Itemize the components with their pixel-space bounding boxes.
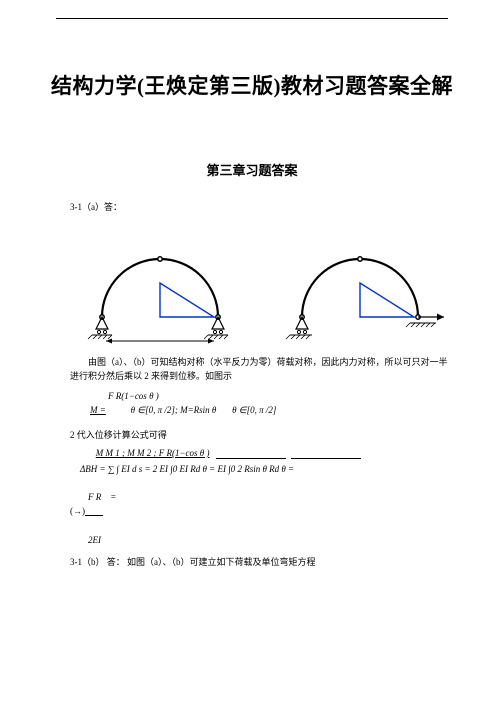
paragraph-explain-1: 由图（a）、（b）可知结构对称（水平反力为零）荷载对称，因此内力对称，所以可只对…	[70, 355, 448, 384]
eq3-row3: 2EI	[70, 533, 116, 547]
hatch-r	[204, 335, 228, 339]
eq1-line1-text: F R(1−cos θ )	[108, 391, 159, 401]
roller2-l2	[303, 330, 306, 333]
problem-3-1b-label: 3-1（b） 答： 如图（a）、（b）可建立如下荷载及单位弯矩方程	[70, 555, 448, 568]
problem-3-1a-label: 3-1（a）答：	[70, 200, 122, 213]
eq2-blank2	[291, 449, 361, 459]
eq3-denom: 2EI	[88, 535, 101, 545]
right-arrow-icon: (→)	[70, 506, 85, 516]
right-arch-triangle	[360, 283, 414, 317]
dim-arrow-l	[106, 339, 112, 344]
chapter-title: 第三章习题答案	[0, 160, 504, 179]
eq3-fr: F R	[88, 492, 101, 502]
eq2-row2: ΔBH = ∑ ∫ EI d s = 2 EI ∫0 EI Rd θ = EI …	[80, 461, 448, 477]
document-title: 结构力学(王焕定第三版)教材习题答案全解	[0, 70, 504, 100]
substitute-step: 2 代入位移计算公式可得	[70, 428, 167, 441]
dim-arrow-r	[208, 339, 214, 344]
eq1-line2: M = θ ∈[0, π /2]; M=Rsin θ θ ∈[0, π /2]	[90, 404, 444, 418]
roller2-l1	[297, 330, 300, 333]
left-arch-crown-pin	[158, 257, 162, 261]
hatch-l	[88, 335, 112, 339]
equation-block-1: F R(1−cos θ ) M = θ ∈[0, π /2]; M=Rsin θ…	[90, 390, 444, 417]
eq1-right: θ ∈[0, π /2]	[232, 405, 276, 415]
force-arrow-head	[437, 314, 444, 321]
equation-block-3: F R = (→) 2EI	[70, 490, 116, 548]
roller-r1	[213, 330, 216, 333]
eq3-row-gap	[70, 519, 116, 533]
arch-figures	[60, 225, 450, 345]
eq2-row1: M M 1 ; M M 2 ; F R(1−cos θ )	[80, 445, 448, 461]
eq3-row1: F R =	[70, 490, 116, 504]
paragraph-explain-1-text: 由图（a）、（b）可知结构对称（水平反力为零）荷载对称，因此内力对称，所以可只对…	[70, 355, 448, 384]
hatch2-r	[406, 323, 435, 327]
eq3-eq: =	[110, 492, 116, 502]
right-arch-crown-pin	[358, 257, 362, 261]
eq3-uline	[85, 506, 103, 516]
eq3-row2: (→)	[70, 504, 116, 518]
eq1-line1: F R(1−cos θ )	[90, 390, 444, 404]
equation-block-2: M M 1 ; M M 2 ; F R(1−cos θ ) ΔBH = ∑ ∫ …	[80, 445, 448, 477]
roller-r2	[219, 330, 222, 333]
eq1-mid: θ ∈[0, π /2]; M=Rsin θ	[131, 405, 217, 415]
roller-l1	[97, 330, 100, 333]
eq2-frac: M M 1 ; M M 2 ; F R(1−cos θ )	[96, 448, 210, 458]
eq1-M: M =	[90, 405, 106, 415]
hatch2-l	[286, 335, 310, 339]
roller-l2	[103, 330, 106, 333]
eq2-blank1	[216, 449, 286, 459]
left-arch-triangle	[160, 283, 214, 317]
top-rule	[56, 18, 448, 19]
